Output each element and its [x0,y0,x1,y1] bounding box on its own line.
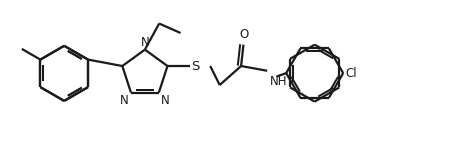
Text: O: O [240,28,249,41]
Text: NH: NH [270,75,287,88]
Text: N: N [141,36,149,49]
Text: N: N [120,94,129,107]
Text: S: S [191,60,200,73]
Text: Cl: Cl [345,67,357,80]
Text: N: N [161,94,170,107]
